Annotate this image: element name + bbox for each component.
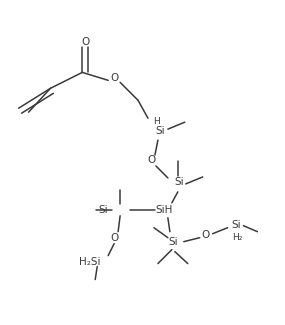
Text: O: O	[81, 36, 89, 46]
Text: O: O	[148, 155, 156, 165]
Text: O: O	[201, 230, 210, 240]
Text: H: H	[153, 117, 160, 126]
Text: O: O	[110, 73, 118, 83]
Text: H₂Si: H₂Si	[79, 256, 100, 266]
Text: O: O	[110, 233, 118, 243]
Text: Si: Si	[155, 126, 164, 136]
Text: Si: Si	[99, 205, 108, 215]
Text: SiH: SiH	[155, 205, 172, 215]
Text: H₂: H₂	[233, 233, 243, 242]
Text: Si: Si	[175, 177, 184, 187]
Text: Si: Si	[232, 220, 241, 230]
Text: Si: Si	[168, 237, 178, 247]
